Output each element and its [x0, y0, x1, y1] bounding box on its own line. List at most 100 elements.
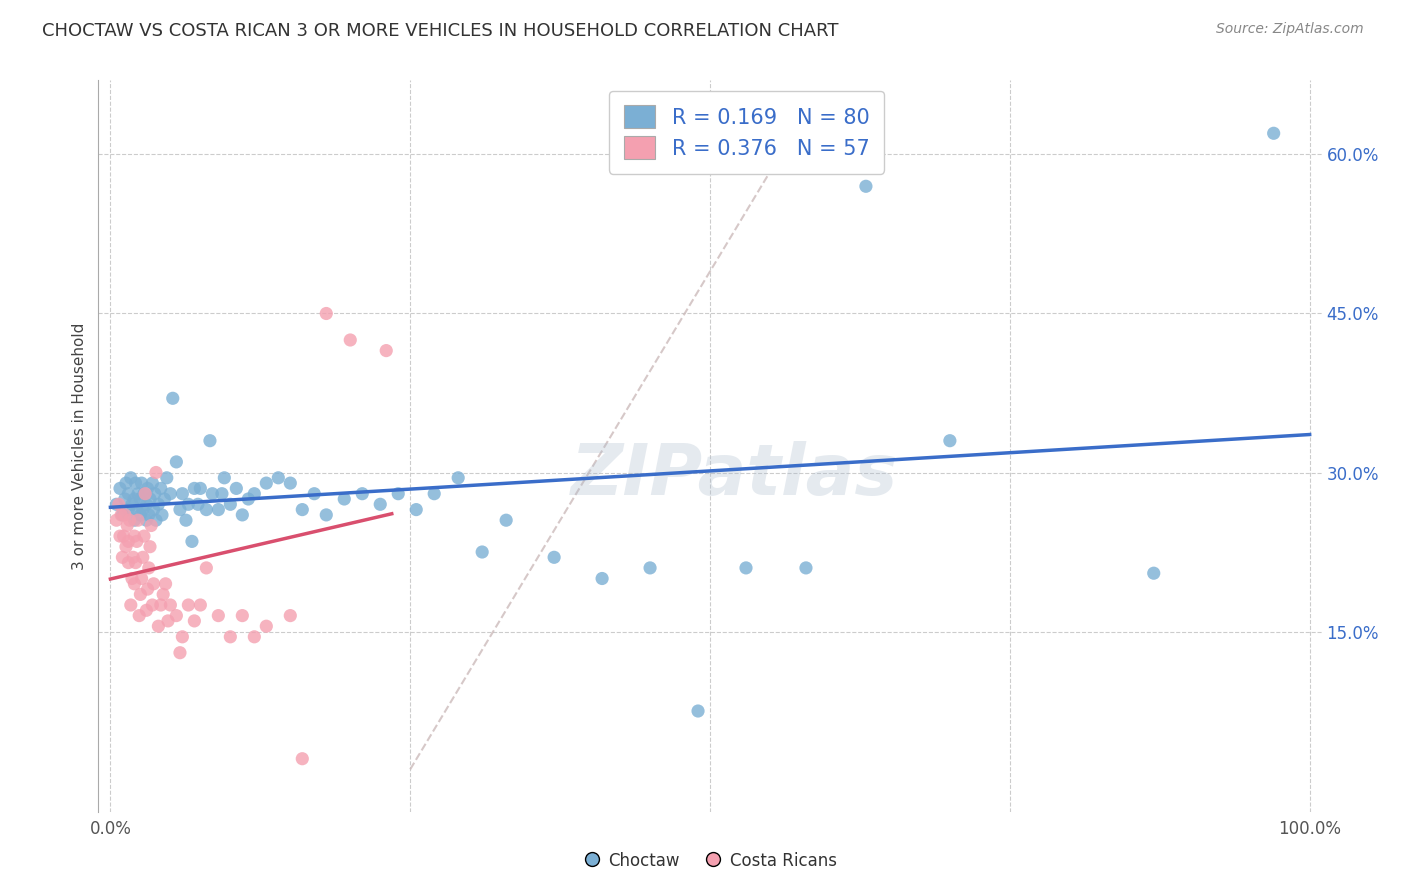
Point: [352, 486, 374, 500]
Point: [169, 502, 191, 516]
Point: [152, 587, 174, 601]
Point: [136, 582, 159, 596]
Point: [1143, 566, 1166, 581]
Point: [118, 513, 141, 527]
Point: [142, 576, 165, 591]
Point: [108, 529, 131, 543]
Point: [172, 630, 194, 644]
Point: [120, 471, 142, 485]
Point: [127, 513, 149, 527]
Point: [139, 491, 162, 506]
Point: [135, 513, 157, 527]
Point: [543, 550, 565, 565]
Point: [145, 513, 167, 527]
Point: [128, 608, 150, 623]
Point: [131, 476, 153, 491]
Point: [207, 608, 229, 623]
Point: [254, 476, 277, 491]
Point: [686, 704, 709, 718]
Point: [112, 529, 135, 543]
Point: [132, 550, 155, 565]
Text: Source: ZipAtlas.com: Source: ZipAtlas.com: [1216, 22, 1364, 37]
Point: [159, 598, 181, 612]
Point: [495, 513, 517, 527]
Point: [148, 619, 170, 633]
Point: [139, 540, 162, 554]
Point: [1263, 126, 1285, 140]
Point: [387, 486, 409, 500]
Point: [855, 179, 877, 194]
Point: [188, 482, 211, 496]
Point: [169, 646, 191, 660]
Point: [201, 486, 224, 500]
Point: [117, 502, 139, 516]
Point: [117, 486, 139, 500]
Y-axis label: 3 or more Vehicles in Household: 3 or more Vehicles in Household: [72, 322, 87, 570]
Point: [135, 497, 157, 511]
Point: [211, 486, 233, 500]
Point: [159, 486, 181, 500]
Point: [471, 545, 494, 559]
Point: [243, 486, 266, 500]
Point: [124, 556, 146, 570]
Point: [141, 476, 163, 491]
Point: [124, 491, 146, 506]
Point: [148, 497, 170, 511]
Point: [145, 466, 167, 480]
Point: [134, 486, 156, 500]
Point: [110, 508, 132, 522]
Point: [183, 614, 205, 628]
Point: [124, 476, 146, 491]
Point: [121, 497, 143, 511]
Point: [117, 556, 139, 570]
Legend: Choctaw, Costa Ricans: Choctaw, Costa Ricans: [576, 846, 844, 877]
Point: [124, 529, 146, 543]
Point: [423, 486, 446, 500]
Point: [114, 491, 136, 506]
Point: [120, 598, 142, 612]
Point: [150, 508, 173, 522]
Point: [108, 482, 131, 496]
Point: [124, 513, 146, 527]
Point: [165, 455, 187, 469]
Point: [153, 491, 176, 506]
Point: [141, 598, 163, 612]
Point: [794, 561, 817, 575]
Point: [127, 486, 149, 500]
Point: [187, 497, 209, 511]
Point: [177, 497, 200, 511]
Point: [174, 513, 197, 527]
Point: [735, 561, 758, 575]
Point: [291, 752, 314, 766]
Point: [149, 598, 172, 612]
Point: [117, 534, 139, 549]
Point: [138, 508, 160, 522]
Point: [231, 608, 253, 623]
Point: [375, 343, 398, 358]
Point: [141, 518, 163, 533]
Point: [315, 306, 337, 320]
Point: [278, 476, 301, 491]
Point: [183, 482, 205, 496]
Point: [195, 502, 218, 516]
Point: [405, 502, 427, 516]
Point: [115, 518, 138, 533]
Point: [131, 572, 153, 586]
Point: [138, 561, 160, 575]
Point: [156, 471, 179, 485]
Point: [125, 534, 148, 549]
Point: [188, 598, 211, 612]
Point: [115, 476, 138, 491]
Point: [129, 587, 152, 601]
Point: [142, 502, 165, 516]
Point: [172, 486, 194, 500]
Point: [447, 471, 470, 485]
Point: [339, 333, 361, 347]
Point: [231, 508, 253, 522]
Point: [333, 491, 356, 506]
Point: [267, 471, 290, 485]
Point: [315, 508, 337, 522]
Point: [149, 482, 172, 496]
Point: [129, 491, 152, 506]
Text: CHOCTAW VS COSTA RICAN 3 OR MORE VEHICLES IN HOUSEHOLD CORRELATION CHART: CHOCTAW VS COSTA RICAN 3 OR MORE VEHICLE…: [42, 22, 839, 40]
